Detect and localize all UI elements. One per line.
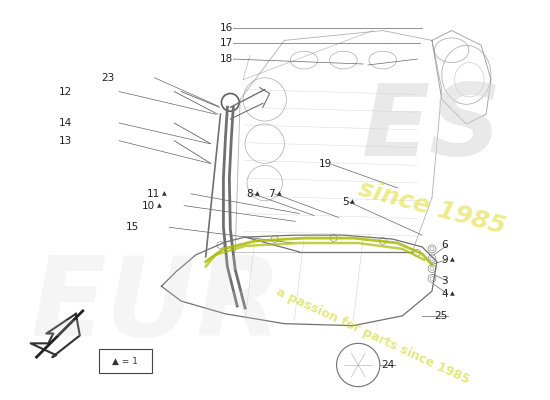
Text: 9: 9 bbox=[441, 255, 448, 265]
Text: 23: 23 bbox=[101, 73, 114, 83]
Text: 14: 14 bbox=[59, 118, 72, 128]
Text: ▲: ▲ bbox=[162, 191, 167, 196]
Text: 19: 19 bbox=[318, 159, 332, 169]
Text: 11: 11 bbox=[147, 189, 161, 199]
Text: 12: 12 bbox=[59, 86, 72, 96]
Text: ▲: ▲ bbox=[450, 257, 454, 262]
Text: 18: 18 bbox=[220, 54, 233, 64]
Text: 3: 3 bbox=[441, 276, 448, 286]
Text: ▲: ▲ bbox=[450, 292, 454, 297]
Text: ES: ES bbox=[362, 80, 502, 178]
Text: ▲: ▲ bbox=[157, 203, 161, 208]
Text: 24: 24 bbox=[381, 360, 394, 370]
Text: 8: 8 bbox=[246, 189, 253, 199]
Text: 15: 15 bbox=[125, 222, 139, 232]
Text: a passion for parts since 1985: a passion for parts since 1985 bbox=[274, 285, 472, 386]
Text: ▲: ▲ bbox=[350, 199, 355, 204]
Text: since 1985: since 1985 bbox=[356, 176, 508, 239]
Text: 17: 17 bbox=[220, 38, 233, 48]
Text: 13: 13 bbox=[59, 136, 72, 146]
Text: EUR: EUR bbox=[31, 252, 282, 360]
Text: 10: 10 bbox=[141, 201, 155, 211]
Text: ▲: ▲ bbox=[255, 191, 260, 196]
Text: 7: 7 bbox=[268, 189, 274, 199]
Text: 16: 16 bbox=[220, 22, 233, 32]
Text: ▲ = 1: ▲ = 1 bbox=[112, 356, 138, 366]
Text: ▲: ▲ bbox=[277, 191, 281, 196]
Text: 5: 5 bbox=[342, 197, 348, 207]
Text: 25: 25 bbox=[434, 311, 448, 321]
FancyBboxPatch shape bbox=[98, 349, 152, 373]
Text: 6: 6 bbox=[441, 240, 448, 250]
Text: 4: 4 bbox=[441, 289, 448, 299]
